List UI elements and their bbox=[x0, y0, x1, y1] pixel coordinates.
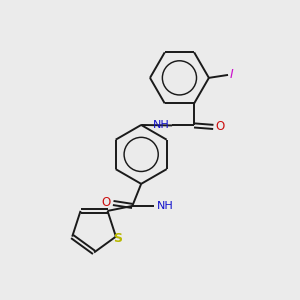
Text: O: O bbox=[216, 120, 225, 134]
Text: NH: NH bbox=[153, 120, 170, 130]
Text: I: I bbox=[230, 68, 233, 81]
Text: S: S bbox=[113, 232, 122, 244]
Text: NH: NH bbox=[157, 201, 173, 211]
Text: O: O bbox=[102, 196, 111, 209]
